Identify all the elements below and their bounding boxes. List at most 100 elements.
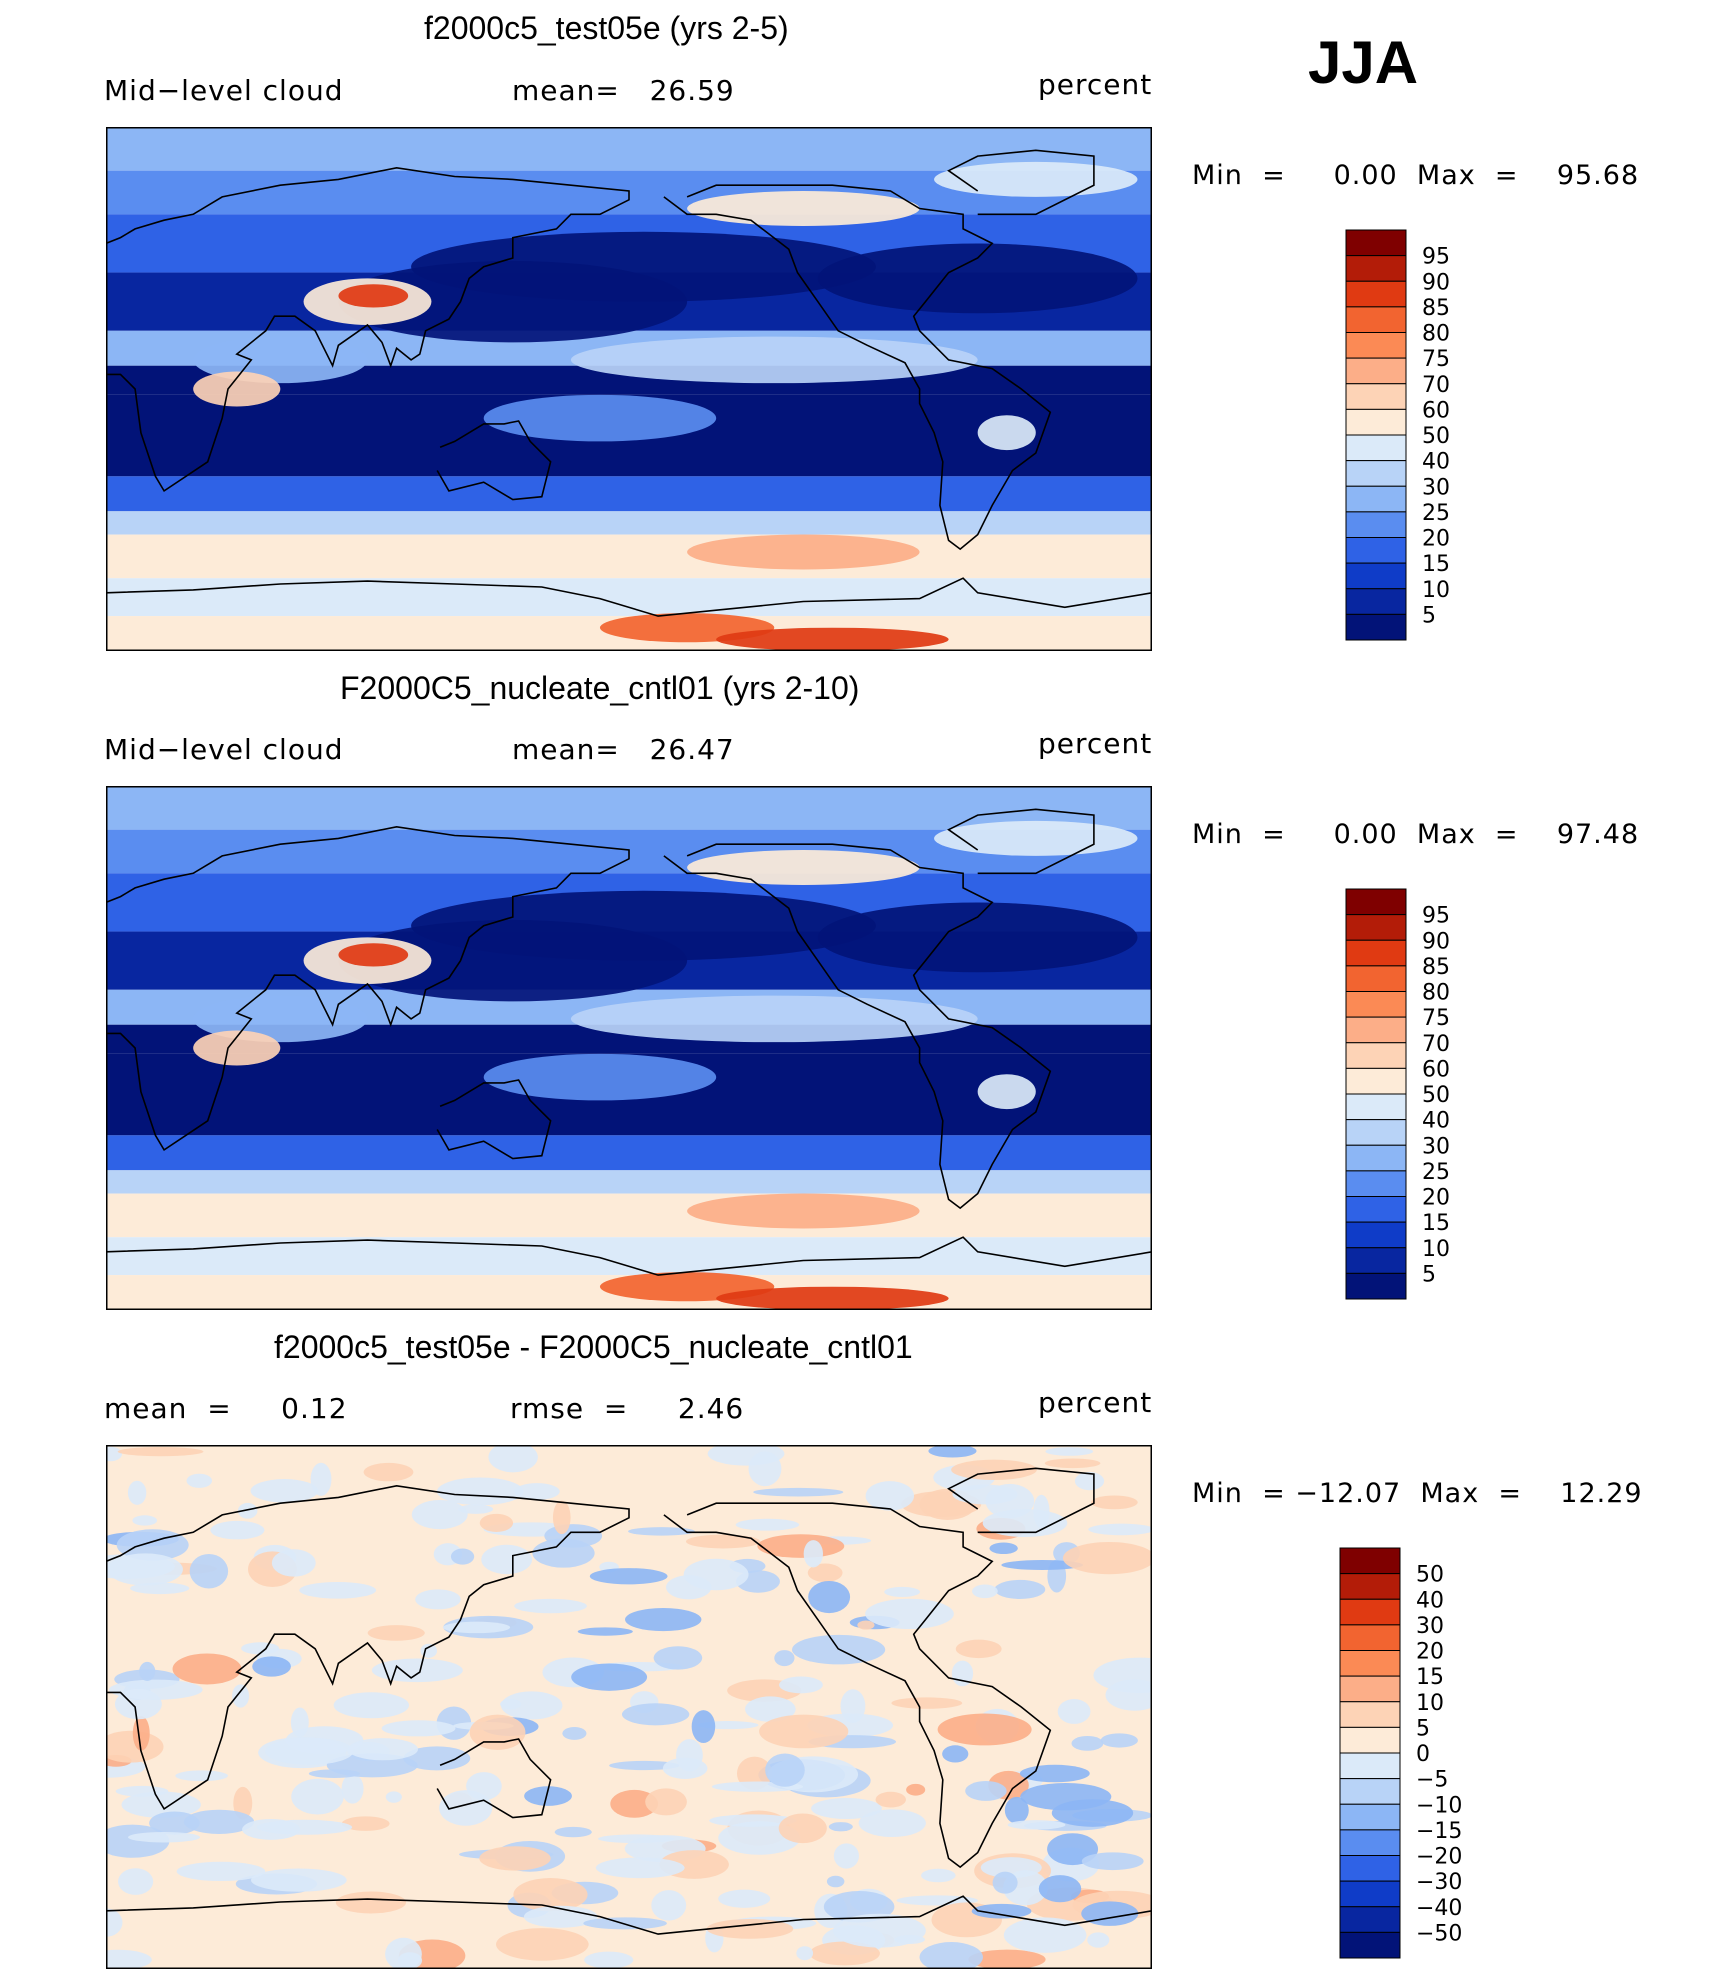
colorbar-box — [1345, 280, 1407, 308]
colorbar-box — [1339, 1855, 1401, 1882]
colorbar-box — [1345, 537, 1407, 564]
coastline — [106, 825, 630, 1152]
coastline — [106, 1895, 1152, 1935]
colorbar-box — [1339, 1880, 1401, 1908]
coastline — [106, 577, 1152, 617]
panel-title: f2000c5_test05e (yrs 2-5) — [424, 10, 789, 46]
colorbar-box — [1345, 1196, 1407, 1223]
colorbar-label: 85 — [1422, 955, 1450, 980]
panel-min-max: Min = −12.07 Max = 12.29 — [1192, 1478, 1643, 1509]
colorbar-label: 20 — [1422, 527, 1450, 552]
colorbar-label: −50 — [1416, 1921, 1462, 1946]
coastline — [106, 166, 630, 493]
map-frame — [106, 127, 1152, 651]
colorbar-label: −5 — [1416, 1768, 1448, 1793]
world-map — [106, 786, 1152, 1310]
colorbar-label: 85 — [1422, 296, 1450, 321]
colorbar-label: 60 — [1422, 398, 1450, 423]
colorbar-label: 10 — [1422, 578, 1450, 603]
coastline — [106, 1236, 1152, 1276]
coastline — [436, 1079, 552, 1160]
colorbar-box — [1345, 1016, 1407, 1044]
colorbar-box — [1339, 1675, 1401, 1703]
colorbar-box — [1345, 914, 1407, 941]
colorbar-box — [1345, 1221, 1407, 1249]
colorbar-box — [1345, 460, 1407, 487]
coastline — [663, 1502, 1052, 1869]
panel-mean: mean= 26.47 — [512, 733, 735, 766]
panel-units: percent — [1038, 68, 1153, 101]
colorbar-label: 90 — [1422, 929, 1450, 954]
colorbar-box — [1345, 965, 1407, 992]
panel-mean: mean= 26.59 — [512, 74, 735, 107]
colorbar-box — [1339, 1701, 1401, 1728]
colorbar-label: 50 — [1422, 1083, 1450, 1108]
colorbar-box — [1345, 229, 1407, 257]
colorbar-label: 50 — [1422, 424, 1450, 449]
panel-variable: Mid−level cloud — [104, 733, 344, 766]
panel-title: f2000c5_test05e - F2000C5_nucleate_cntl0… — [274, 1329, 913, 1365]
panel-variable: Mid−level cloud — [104, 74, 344, 107]
colorbar-label: −10 — [1416, 1793, 1462, 1818]
colorbar-box — [1345, 434, 1407, 462]
map-frame — [106, 786, 1152, 1310]
colorbar-label: 25 — [1422, 501, 1450, 526]
colorbar-box — [1339, 1598, 1401, 1626]
colorbar-label: −40 — [1416, 1896, 1462, 1921]
season-label: JJA — [1308, 29, 1419, 96]
colorbar-label: 10 — [1422, 1237, 1450, 1262]
colorbar-box — [1339, 1547, 1401, 1575]
colorbar-label: 70 — [1422, 373, 1450, 398]
colorbar-label: 15 — [1422, 552, 1450, 577]
colorbar-box — [1345, 1093, 1407, 1121]
colorbar-box — [1345, 511, 1407, 538]
colorbar-box — [1345, 991, 1407, 1018]
colorbar-label: 90 — [1422, 270, 1450, 295]
coastline — [663, 184, 1052, 551]
colorbar-box — [1339, 1906, 1401, 1933]
colorbar-box — [1345, 888, 1407, 916]
colorbar-box — [1339, 1803, 1401, 1831]
colorbar-box — [1345, 1272, 1407, 1300]
colorbar-label: 30 — [1422, 1134, 1450, 1159]
panel-title: F2000C5_nucleate_cntl01 (yrs 2-10) — [340, 670, 860, 706]
panel-mean: mean = 0.12 — [104, 1392, 348, 1425]
colorbar-box — [1339, 1726, 1401, 1754]
colorbar-box — [1345, 357, 1407, 385]
colorbar-box — [1345, 1170, 1407, 1197]
colorbar-label: 70 — [1422, 1032, 1450, 1057]
colorbar-label: 80 — [1422, 322, 1450, 347]
colorbar-box — [1339, 1650, 1401, 1677]
coastline — [106, 1484, 630, 1811]
colorbar-label: 95 — [1422, 904, 1450, 929]
panel-min-max: Min = 0.00 Max = 97.48 — [1192, 819, 1640, 850]
colorbar-box — [1339, 1931, 1401, 1959]
colorbar-label: 5 — [1416, 1716, 1430, 1741]
colorbar-label: 0 — [1416, 1742, 1430, 1767]
colorbar-label: 40 — [1422, 450, 1450, 475]
world-map — [106, 1445, 1152, 1969]
panel-units: percent — [1038, 1386, 1153, 1419]
colorbar-label: −15 — [1416, 1819, 1462, 1844]
colorbar-box — [1345, 1067, 1407, 1095]
colorbar-box — [1345, 939, 1407, 967]
colorbar-box — [1345, 613, 1407, 641]
colorbar-label: 50 — [1416, 1563, 1444, 1588]
panel-min-max: Min = 0.00 Max = 95.68 — [1192, 160, 1640, 191]
colorbar-label: −20 — [1416, 1845, 1462, 1870]
colorbar-label: 75 — [1422, 1006, 1450, 1031]
colorbar-box — [1339, 1624, 1401, 1651]
colorbar-label: 80 — [1422, 981, 1450, 1006]
colorbar-label: 25 — [1422, 1160, 1450, 1185]
colorbar-label: 5 — [1422, 603, 1436, 628]
colorbar-label: 30 — [1422, 475, 1450, 500]
colorbar-box — [1345, 588, 1407, 615]
colorbar-label: 15 — [1422, 1211, 1450, 1236]
colorbar-box — [1345, 1042, 1407, 1069]
colorbar-box — [1345, 485, 1407, 513]
colorbar-box — [1345, 383, 1407, 410]
coastline — [436, 420, 552, 501]
colorbar-box — [1345, 306, 1407, 333]
